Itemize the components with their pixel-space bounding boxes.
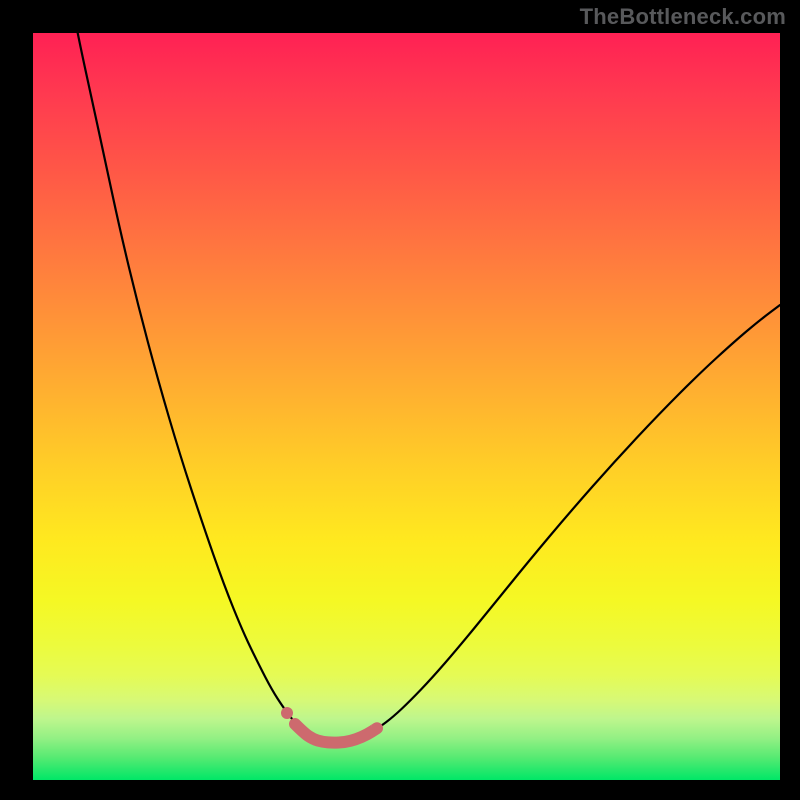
plot-svg <box>33 33 780 780</box>
watermark-text: TheBottleneck.com <box>580 4 786 30</box>
highlight-dot <box>281 707 293 719</box>
plot-area <box>33 33 780 780</box>
